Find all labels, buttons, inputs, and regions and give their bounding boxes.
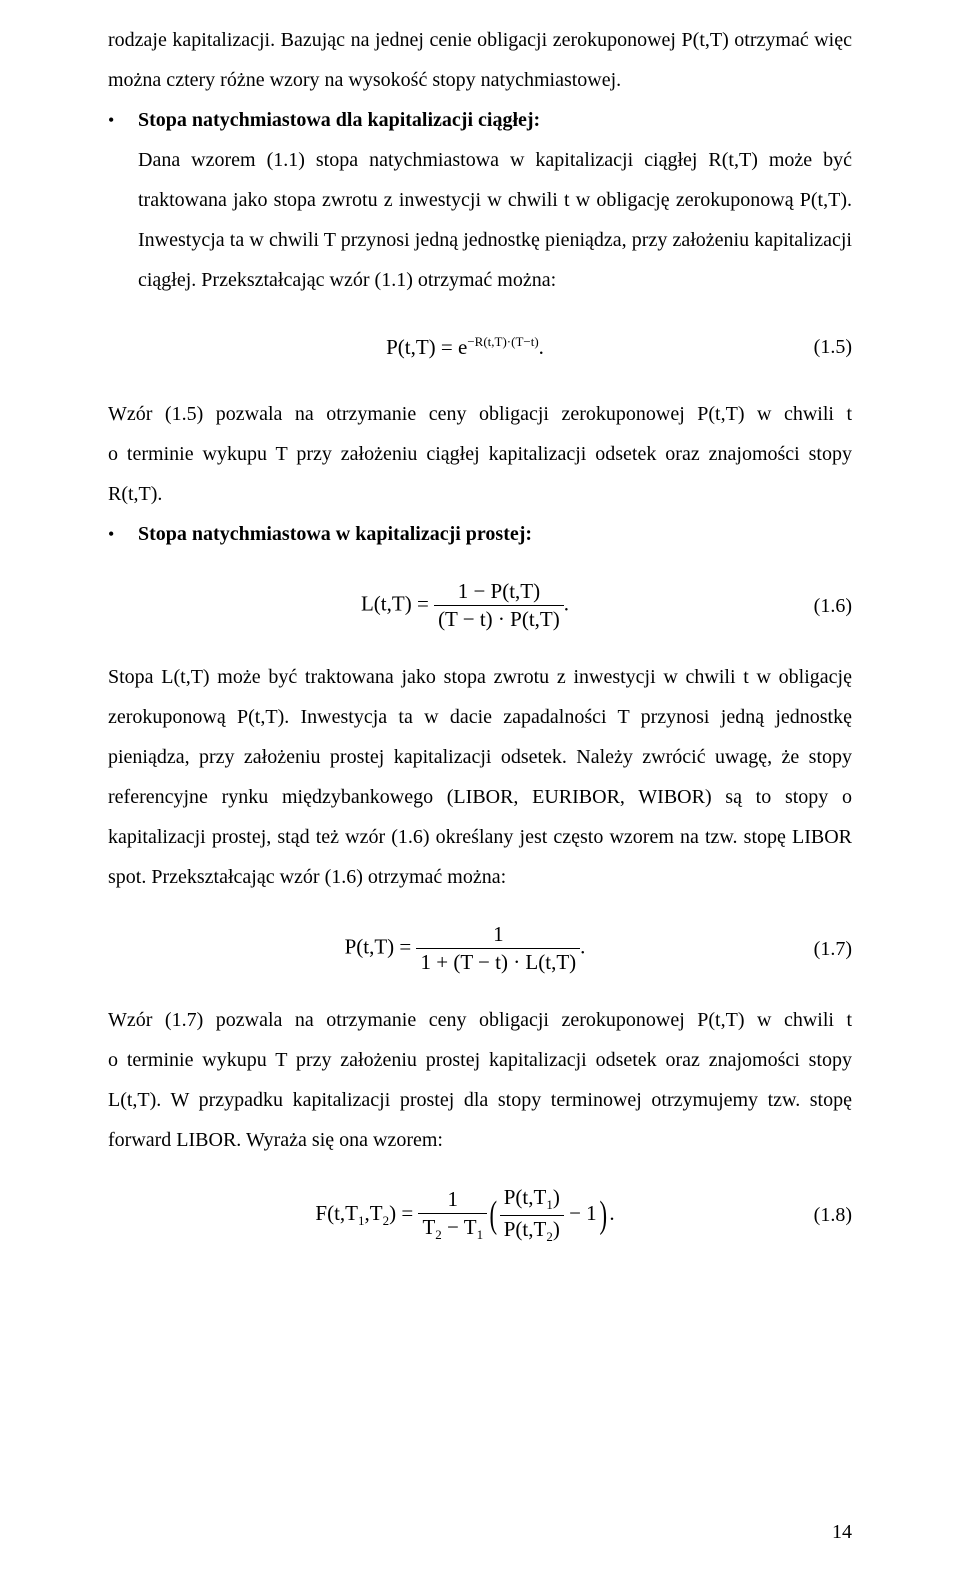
eq15-tail: . xyxy=(539,335,544,359)
after-16: Stopa L(t,T) może być traktowana jako st… xyxy=(108,657,852,897)
eq18-inner-fraction: P(t,T1) P(t,T2) xyxy=(500,1186,564,1244)
page-number: 14 xyxy=(832,1512,852,1552)
equation-1-6: L(t,T) = 1 − P(t,T) (T − t) · P(t,T) . (… xyxy=(108,580,852,631)
eq17-number: (1.7) xyxy=(792,929,852,969)
eq15-body: P(t,T) = e−R(t,T)·(T−t). xyxy=(138,326,792,368)
eq18-comma: ,T xyxy=(365,1201,383,1225)
eq18-F: F(t,T xyxy=(315,1201,358,1225)
eq16-num: 1 − P(t,T) xyxy=(434,580,564,606)
eq16-den: (T − t) · P(t,T) xyxy=(434,606,564,631)
eq18-tail: . xyxy=(609,1201,614,1225)
eq16-body: L(t,T) = 1 − P(t,T) (T − t) · P(t,T) . xyxy=(138,580,792,631)
eq18-outer-den: T2 − T1 xyxy=(418,1214,487,1242)
eq17-fraction: 1 1 + (T − t) · L(t,T) xyxy=(416,923,580,974)
bullet-sec2: • Stopa natychmiastowa w kapitalizacji p… xyxy=(108,514,852,554)
after-15: Wzór (1.5) pozwala na otrzymanie ceny ob… xyxy=(108,394,852,514)
sec1-heading: Stopa natychmiastowa dla kapitalizacji c… xyxy=(138,100,852,140)
equation-1-5: P(t,T) = e−R(t,T)·(T−t). (1.5) xyxy=(108,326,852,368)
eq18-outer-den-s1: 1 xyxy=(477,1227,484,1242)
eq18-inner-num-a: P(t,T xyxy=(504,1185,547,1209)
eq17-body: P(t,T) = 1 1 + (T − t) · L(t,T) . xyxy=(138,923,792,974)
eq16-fraction: 1 − P(t,T) (T − t) · P(t,T) xyxy=(434,580,564,631)
eq17-den: 1 + (T − t) · L(t,T) xyxy=(416,949,580,974)
equation-1-8: F(t,T1,T2) = 1 T2 − T1 ( P(t,T1) P(t,T2)… xyxy=(108,1186,852,1244)
eq15-number: (1.5) xyxy=(792,327,852,367)
eq18-inner-num-b: ) xyxy=(553,1185,560,1209)
eq18-inner-den-a: P(t,T xyxy=(504,1217,547,1241)
eq18-outer-fraction: 1 T2 − T1 xyxy=(418,1188,487,1243)
page: rodzaje kapitalizacji. Bazując na jednej… xyxy=(0,0,960,1582)
eq18-close: ) = xyxy=(389,1201,418,1225)
intro-paragraph: rodzaje kapitalizacji. Bazując na jednej… xyxy=(108,20,852,100)
eq15-exp: −R(t,T)·(T−t) xyxy=(467,334,538,349)
eq16-tail: . xyxy=(564,591,569,615)
eq18-outer-den-a: T xyxy=(422,1215,435,1239)
eq18-outer-num: 1 xyxy=(418,1188,487,1214)
eq16-number: (1.6) xyxy=(792,586,852,626)
eq18-inner-den: P(t,T2) xyxy=(500,1216,564,1244)
eq18-inner-den-b: ) xyxy=(553,1217,560,1241)
eq15-lhs: P(t,T) = e xyxy=(386,335,467,359)
eq18-minus1: − 1 xyxy=(564,1201,597,1225)
eq18-outer-den-mid: − T xyxy=(442,1215,477,1239)
sec2-heading: Stopa natychmiastowa w kapitalizacji pro… xyxy=(138,514,852,554)
eq18-inner-num: P(t,T1) xyxy=(500,1186,564,1215)
eq18-number: (1.8) xyxy=(792,1195,852,1235)
eq17-lhs: P(t,T) = xyxy=(345,935,417,959)
sec1-p1: Dana wzorem (1.1) stopa natychmiastowa w… xyxy=(108,140,852,300)
equation-1-7: P(t,T) = 1 1 + (T − t) · L(t,T) . (1.7) xyxy=(108,923,852,974)
eq16-lhs: L(t,T) = xyxy=(361,591,434,615)
eq17-num: 1 xyxy=(416,923,580,949)
bullet-sec1: • Stopa natychmiastowa dla kapitalizacji… xyxy=(108,100,852,140)
eq18-body: F(t,T1,T2) = 1 T2 − T1 ( P(t,T1) P(t,T2)… xyxy=(138,1186,792,1244)
after-17: Wzór (1.7) pozwala na otrzymanie ceny ob… xyxy=(108,1000,852,1160)
eq17-tail: . xyxy=(580,935,585,959)
bullet-dot-icon: • xyxy=(108,516,138,552)
bullet-dot-icon: • xyxy=(108,102,138,138)
